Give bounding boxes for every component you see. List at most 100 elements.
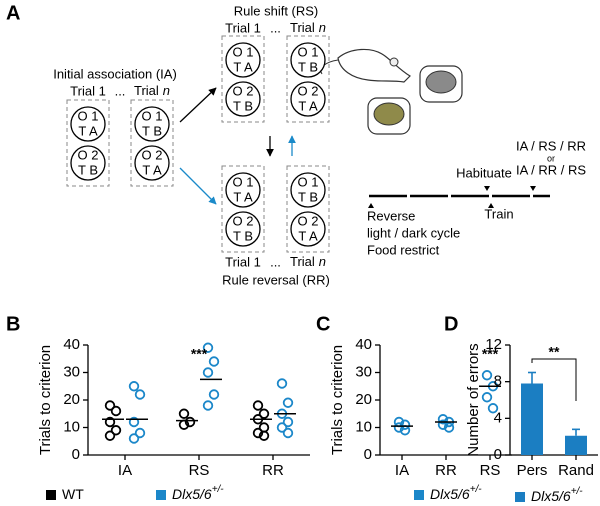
data-point — [208, 356, 220, 367]
data-point — [393, 422, 405, 433]
texture: T A — [298, 98, 318, 113]
bowl — [134, 106, 170, 142]
stage-title: Rule reversal (RR) — [222, 272, 330, 287]
texture: T B — [233, 228, 253, 243]
trial-label: Trial n — [134, 83, 170, 98]
bowl — [290, 211, 326, 247]
data-point — [202, 342, 214, 353]
y-tick-label: 4 — [494, 409, 502, 426]
legend-swatch — [414, 490, 424, 500]
legend-label: Dlx5/6+/- — [531, 486, 583, 504]
timeline-label: or — [547, 153, 555, 163]
marker — [488, 203, 494, 208]
data-point — [258, 408, 270, 419]
data-point — [104, 416, 116, 428]
trial-box — [130, 99, 174, 187]
timeline-label: Reverse — [367, 208, 415, 223]
timeline — [368, 186, 550, 208]
x-tick-label: Rand — [558, 462, 594, 479]
x-tick-label: RR — [435, 462, 457, 479]
y-axis-label: Trials to criterion — [37, 345, 54, 455]
ellipsis: ... — [270, 20, 281, 35]
arrow — [179, 87, 217, 123]
odor: O 2 — [78, 147, 99, 162]
data-point — [208, 389, 220, 400]
y-tick-label: 8 — [494, 373, 502, 390]
trial-box — [286, 165, 330, 253]
trial-word: Trial — [134, 83, 159, 98]
data-point — [252, 427, 264, 439]
trial-label: Trial n — [290, 20, 326, 35]
bowl-fill — [425, 70, 457, 94]
data-point — [104, 430, 116, 441]
bowl — [70, 106, 106, 142]
timeline-label: light / dark cycle — [367, 225, 460, 240]
data-point — [276, 378, 288, 389]
data-point — [178, 408, 190, 419]
legend-superscript: +/- — [470, 484, 483, 495]
y-tick-label: 40 — [63, 336, 80, 353]
legend-swatch — [156, 490, 166, 500]
timeline-label: Train — [484, 206, 513, 221]
odor: O 1 — [233, 174, 254, 189]
ellipsis: ... — [270, 254, 281, 269]
data-point — [282, 416, 294, 428]
legend-label: Dlx5/6+/- — [430, 484, 482, 502]
texture: T B — [298, 59, 318, 74]
x-tick-label: Pers — [517, 462, 548, 479]
y-tick-label: 10 — [355, 418, 372, 435]
significance: *** — [482, 346, 499, 362]
texture: T A — [233, 59, 253, 74]
texture: T B — [78, 162, 98, 177]
y-tick-label: 12 — [485, 336, 502, 353]
ear — [389, 57, 399, 67]
bowl — [225, 172, 261, 208]
marker — [530, 186, 536, 191]
data-point — [110, 425, 122, 436]
trial-word: Trial — [290, 254, 315, 269]
bowl — [225, 81, 261, 117]
data-point — [104, 400, 116, 411]
data-point — [252, 400, 264, 411]
legend-swatch — [46, 490, 56, 500]
odor: O 2 — [233, 213, 254, 228]
odor: O 1 — [233, 44, 254, 59]
comparison-bracket — [531, 358, 577, 401]
legend-name: WT — [62, 486, 84, 502]
data-point — [128, 433, 140, 444]
y-tick-label: 30 — [355, 363, 372, 380]
trial-index: n — [319, 254, 326, 269]
data-point — [487, 403, 499, 414]
y-tick-label: 40 — [355, 336, 372, 353]
x-tick-label: RR — [262, 462, 284, 479]
data-point — [184, 416, 196, 428]
trial-index: n — [319, 20, 326, 35]
bowl — [290, 42, 326, 78]
texture: T B — [142, 123, 162, 138]
odor: O 1 — [142, 108, 163, 123]
bowl — [70, 145, 106, 181]
y-tick-label: 20 — [63, 391, 80, 408]
y-tick-label: 0 — [494, 446, 502, 463]
x-tick-label: IA — [395, 462, 409, 479]
odor: O 2 — [142, 147, 163, 162]
mouse — [337, 48, 411, 83]
legend-swatch — [515, 492, 525, 502]
data-point — [128, 381, 140, 392]
bowl — [290, 81, 326, 117]
bowl — [134, 145, 170, 181]
timeline-label: IA / RR / RS — [516, 162, 586, 177]
y-axis-label: Trials to criterion — [329, 345, 346, 455]
arrow — [179, 167, 217, 205]
legend-name: Dlx5/6 — [531, 488, 571, 504]
trial-box — [221, 35, 265, 123]
timeline-label: Food restrict — [367, 242, 440, 257]
data-point — [202, 400, 214, 411]
marker — [484, 186, 490, 191]
trial-box — [286, 35, 330, 123]
legend-name: Dlx5/6 — [172, 486, 212, 502]
timeline-label: IA / RS / RR — [516, 138, 586, 153]
y-tick-label: 20 — [355, 391, 372, 408]
stage-title: Rule shift (RS) — [234, 3, 319, 18]
odor: O 1 — [298, 174, 319, 189]
